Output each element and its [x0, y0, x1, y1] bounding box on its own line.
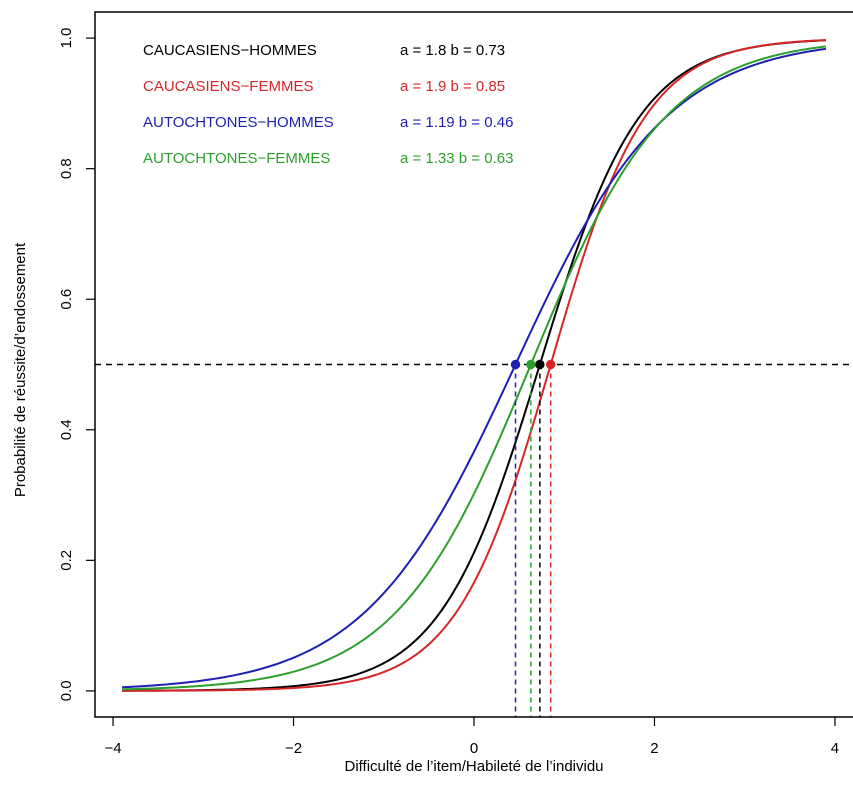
- legend-entry-name: CAUCASIENS−FEMMES: [143, 78, 313, 95]
- legend-entry-name: AUTOCHTONES−FEMMES: [143, 150, 330, 167]
- x-tick-label: −4: [104, 740, 121, 757]
- difficulty-point: [535, 359, 545, 370]
- axes-layer: −4 −2 0 2 4 0.0 0.2 0.4 0.6 0.8 1.0: [58, 11, 853, 757]
- series-line: [122, 45, 827, 691]
- y-tick-label: 0.8: [58, 158, 75, 179]
- legend-entry-params: a = 1.9 b = 0.85: [400, 78, 505, 95]
- difficulty-point: [510, 359, 521, 370]
- x-tick-label: 4: [831, 740, 839, 757]
- x-tick-label: 0: [470, 740, 478, 757]
- x-tick-label: 2: [650, 740, 658, 757]
- legend: CAUCASIENS−HOMMES a = 1.8 b = 0.73 CAUCASI…: [143, 42, 513, 167]
- legend-entry-name: AUTOCHTONES−HOMMES: [143, 114, 334, 131]
- difficulty-points-layer: [510, 359, 556, 370]
- difficulty-point: [546, 359, 556, 370]
- y-axis-title: Probabilité de réussite/d’endossement: [12, 242, 29, 497]
- legend-entry-params: a = 1.19 b = 0.46: [400, 114, 513, 131]
- legend-entry-params: a = 1.33 b = 0.63: [400, 150, 513, 167]
- series-line: [122, 47, 827, 689]
- series-line: [122, 39, 826, 692]
- y-tick-label: 0.4: [58, 419, 75, 440]
- y-tick-label: 0.6: [58, 289, 75, 310]
- y-tick-label: 1.0: [58, 28, 75, 49]
- difficulty-point: [526, 359, 536, 370]
- legend-entry-name: CAUCASIENS−HOMMES: [143, 42, 317, 59]
- x-axis-title: Difficulté de l’item/Habileté de l’indiv…: [344, 758, 603, 775]
- y-tick-label: 0.2: [58, 550, 75, 571]
- series-line: [122, 39, 826, 692]
- legend-entry-params: a = 1.8 b = 0.73: [400, 42, 505, 59]
- reference-lines-layer: [95, 363, 853, 717]
- curves-layer: [122, 39, 827, 692]
- y-tick-label: 0.0: [58, 680, 75, 701]
- x-tick-label: −2: [285, 740, 302, 757]
